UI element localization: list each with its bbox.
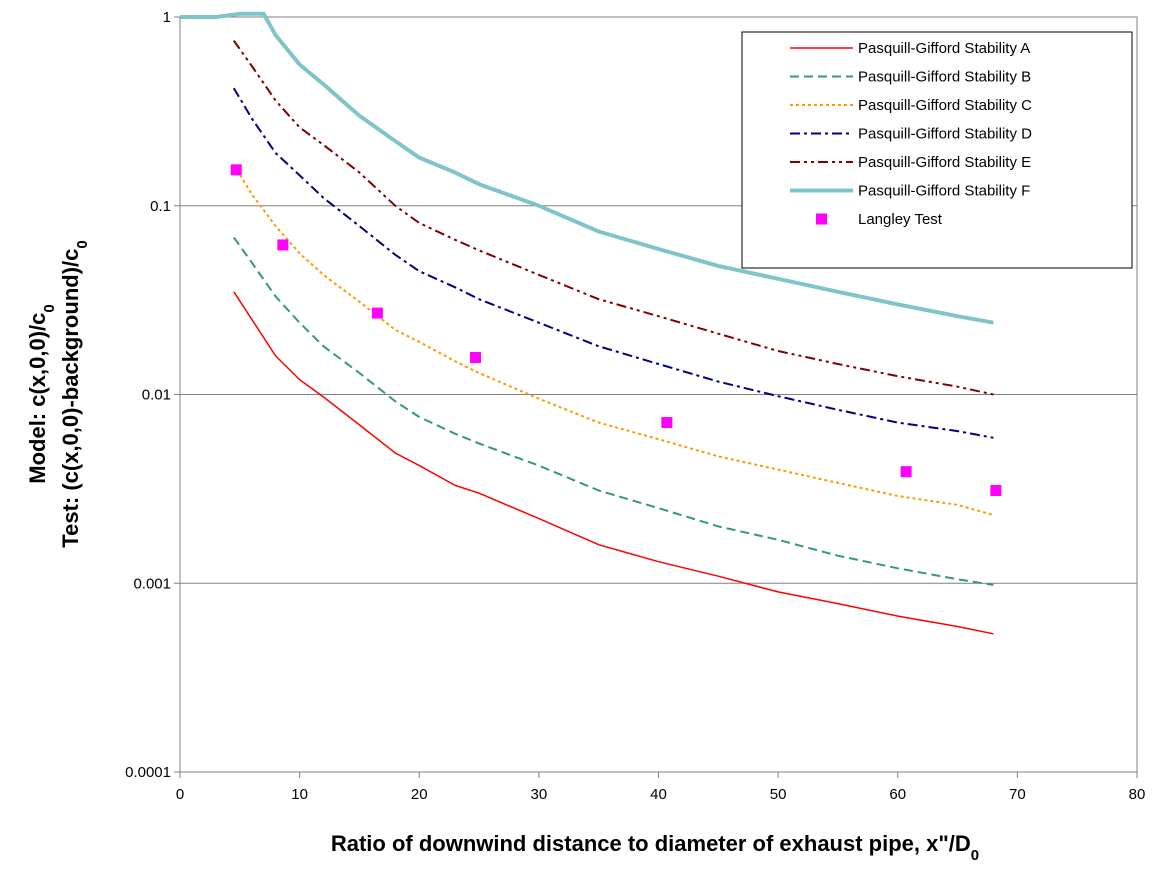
y-tick-label: 1 bbox=[163, 9, 171, 26]
legend-item-pasquill-gifford-stability-c: Pasquill-Gifford Stability C bbox=[790, 97, 1032, 114]
langley-test-point bbox=[277, 239, 289, 251]
langley-test-point bbox=[469, 352, 481, 364]
series-line-pasquill-gifford-stability-e bbox=[232, 40, 994, 396]
x-tick-label: 60 bbox=[889, 786, 906, 803]
legend-item-langley-test: Langley Test bbox=[816, 211, 943, 228]
series-line-pasquill-gifford-stability-c bbox=[232, 164, 994, 516]
legend-label: Pasquill-Gifford Stability B bbox=[858, 69, 1031, 86]
y-tick-label: 0.0001 bbox=[125, 764, 171, 781]
x-tick-label: 10 bbox=[291, 786, 308, 803]
test-points bbox=[230, 164, 1002, 497]
y-tick-label: 0.01 bbox=[142, 387, 171, 404]
langley-test-point bbox=[371, 307, 383, 319]
legend-label: Langley Test bbox=[858, 211, 943, 228]
x-tick-label: 50 bbox=[770, 786, 787, 803]
langley-test-point bbox=[900, 466, 912, 478]
y-axis-title-model: Model: c(x,0,0)/c0 bbox=[25, 304, 58, 484]
y-axis: 1 0.1 0.01 0.001 0.0001 bbox=[125, 9, 181, 781]
x-axis-title: Ratio of downwind distance to diameter o… bbox=[331, 831, 979, 864]
x-tick-label: 40 bbox=[650, 786, 667, 803]
x-axis: 0 10 20 30 40 50 60 70 80 bbox=[176, 771, 1146, 803]
x-tick-label: 80 bbox=[1129, 786, 1146, 803]
series-line-pasquill-gifford-stability-a bbox=[233, 291, 994, 635]
x-tick-label: 0 bbox=[176, 786, 184, 803]
series-layer bbox=[180, 11, 994, 635]
y-tick-label: 0.1 bbox=[150, 198, 171, 215]
langley-test-point bbox=[990, 485, 1002, 497]
legend-box bbox=[741, 31, 1133, 269]
langley-test-point bbox=[230, 164, 242, 176]
legend-swatch bbox=[816, 213, 827, 225]
series-line-pasquill-gifford-stability-b bbox=[232, 236, 994, 586]
legend-item-pasquill-gifford-stability-f: Pasquill-Gifford Stability F bbox=[790, 183, 1030, 200]
y-tick-label: 0.001 bbox=[133, 575, 171, 592]
legend-item-pasquill-gifford-stability-a: Pasquill-Gifford Stability A bbox=[790, 40, 1030, 57]
legend-label: Pasquill-Gifford Stability C bbox=[858, 97, 1032, 114]
x-tick-label: 20 bbox=[411, 786, 428, 803]
x-tick-label: 70 bbox=[1009, 786, 1026, 803]
legend-label: Pasquill-Gifford Stability D bbox=[858, 126, 1032, 143]
legend-item-pasquill-gifford-stability-e: Pasquill-Gifford Stability E bbox=[790, 154, 1031, 171]
series-line-pasquill-gifford-stability-f bbox=[180, 11, 994, 325]
y-axis-title-test: Test: (c(x,0,0)-background)/c0 bbox=[58, 240, 91, 547]
legend-item-pasquill-gifford-stability-d: Pasquill-Gifford Stability D bbox=[790, 126, 1032, 143]
legend-label: Pasquill-Gifford Stability A bbox=[858, 40, 1030, 57]
x-tick-label: 30 bbox=[531, 786, 548, 803]
legend-label: Pasquill-Gifford Stability E bbox=[858, 154, 1031, 171]
legend: Pasquill-Gifford Stability A Pasquill-Gif… bbox=[741, 31, 1133, 269]
legend-item-pasquill-gifford-stability-b: Pasquill-Gifford Stability B bbox=[790, 69, 1031, 86]
series-line-pasquill-gifford-stability-d bbox=[232, 87, 994, 439]
legend-label: Pasquill-Gifford Stability F bbox=[858, 183, 1030, 200]
langley-test-point bbox=[661, 417, 673, 429]
